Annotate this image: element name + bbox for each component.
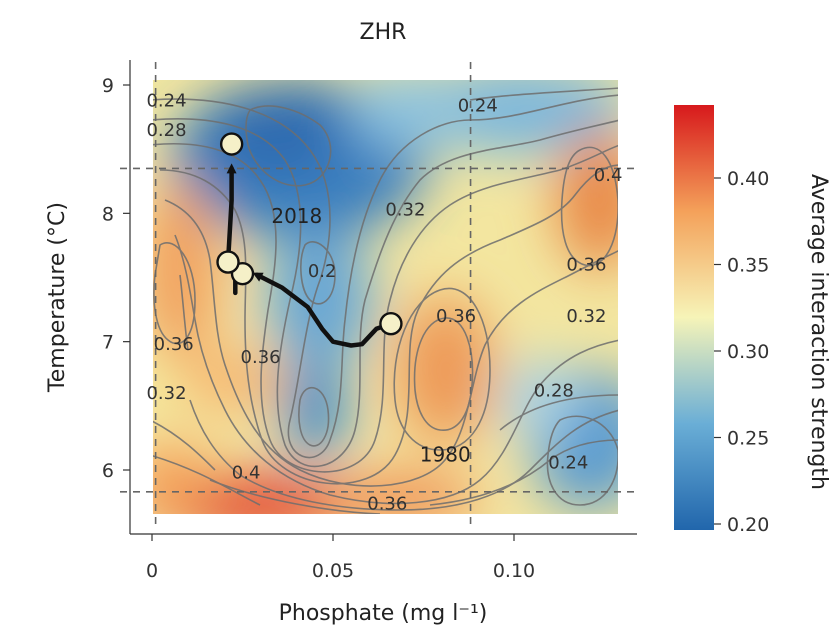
colorbar-tick-label: 0.40: [727, 168, 769, 190]
x-tick-label: 0.05: [312, 560, 354, 582]
contour-label: 0.4: [594, 165, 623, 186]
year-label: 2018: [271, 204, 322, 228]
colorbar-tick-label: 0.30: [727, 341, 769, 363]
y-tick-label: 9: [102, 75, 114, 97]
y-tick-label: 8: [102, 203, 114, 225]
contour-label: 0.36: [566, 255, 606, 276]
contour-label: 0.24: [458, 96, 498, 117]
x-tick-label: 0.10: [493, 560, 535, 582]
trajectory: [216, 132, 403, 348]
threshold-dashed-lines: [120, 62, 637, 530]
plot-frame: [129, 60, 637, 535]
colorbar-ticks: 0.20 0.25 0.30 0.35 0.40: [714, 168, 769, 536]
y-axis-ticks: 6 7 8 9: [102, 75, 130, 482]
contour-label: 0.28: [146, 120, 186, 141]
trajectory-point: [379, 312, 403, 336]
contour-label: 0.36: [367, 493, 407, 514]
x-axis-title: Phosphate (mg l⁻¹): [279, 601, 488, 626]
trajectory-point: [216, 250, 240, 274]
contour-label: 0.36: [241, 347, 281, 368]
contour-label: 0.2: [308, 261, 337, 282]
contour-label: 0.28: [534, 380, 574, 401]
contour-label: 0.36: [436, 306, 476, 327]
contour-label: 0.32: [566, 306, 606, 327]
contour-label: 0.24: [146, 90, 186, 111]
colorbar-tick-label: 0.25: [727, 428, 769, 450]
trajectory-line-lower: [252, 272, 394, 348]
colorbar-gradient: [674, 105, 714, 530]
colorbar: 0.20 0.25 0.30 0.35 0.40: [674, 105, 769, 536]
y-tick-label: 6: [102, 460, 114, 482]
year-labels: 2018 1980: [271, 204, 470, 467]
colorbar-tick-label: 0.35: [727, 255, 769, 277]
y-axis-title: Temperature (°C): [45, 202, 70, 393]
x-axis-ticks: 0 0.05 0.10: [146, 534, 535, 582]
contour-label: 0.24: [548, 452, 588, 473]
colorbar-tick-label: 0.20: [727, 514, 769, 536]
year-label: 1980: [420, 443, 471, 467]
contour-label: 0.32: [385, 199, 425, 220]
colorbar-title: Average interaction strength: [806, 174, 831, 490]
x-tick-label: 0: [146, 560, 158, 582]
contour-label: 0.32: [146, 383, 186, 404]
chart-title: ZHR: [360, 20, 407, 45]
contour-label: 0.4: [232, 463, 261, 484]
contour-labels: 0.24 0.28 0.24 0.32 0.4 0.2 0.36 0.32 0.36 0.36 0.…: [146, 90, 622, 514]
trajectory-point: [219, 132, 244, 156]
contour-label: 0.36: [154, 334, 194, 355]
y-tick-label: 7: [102, 332, 114, 354]
contour-lines: [153, 87, 618, 514]
heatmap-field: [153, 80, 618, 514]
